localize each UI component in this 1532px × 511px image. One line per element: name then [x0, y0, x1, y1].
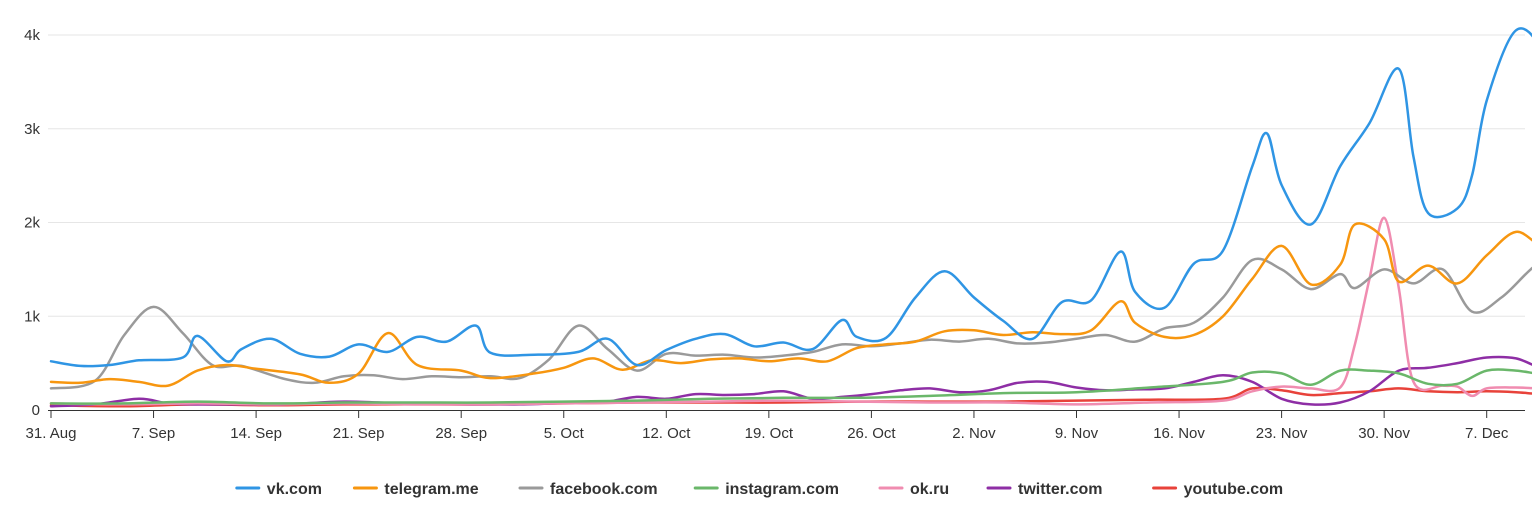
y-tick-label: 4k [24, 27, 40, 44]
x-tick-label: 31. Aug [26, 425, 77, 442]
x-tick-label: 9. Nov [1055, 425, 1099, 442]
x-tick-label: 28. Sep [435, 425, 487, 442]
legend: vk.com telegram.me facebook.com instagram.c… [235, 481, 1284, 498]
x-tick-label: 5. Oct [544, 425, 585, 442]
legend-label: facebook.com [550, 481, 658, 498]
x-tick-label: 7. Dec [1465, 425, 1509, 442]
legend-label: twitter.com [1018, 481, 1102, 498]
legend-item-telegram-me[interactable]: telegram.me [352, 481, 479, 498]
x-tick-label: 7. Sep [132, 425, 175, 442]
x-tick-label: 19. Oct [745, 425, 794, 442]
series-line-vk-com [49, 27, 1532, 368]
legend-item-twitter-com[interactable]: twitter.com [986, 481, 1102, 498]
x-tick-label: 23. Nov [1256, 425, 1308, 442]
x-tick-label: 30. Nov [1358, 425, 1410, 442]
x-tick-label: 16. Nov [1153, 425, 1205, 442]
legend-label: telegram.me [384, 481, 478, 498]
y-tick-label: 0 [32, 402, 40, 419]
legend-label: youtube.com [1184, 481, 1284, 498]
legend-label: ok.ru [910, 481, 949, 498]
legend-item-ok-ru[interactable]: ok.ru [878, 481, 949, 498]
series-line-telegram-me [49, 222, 1532, 388]
x-tick-label: 26. Oct [847, 425, 896, 442]
x-tick-label: 2. Nov [952, 425, 996, 442]
x-tick-label: 21. Sep [333, 425, 385, 442]
legend-label: vk.com [267, 481, 322, 498]
x-axis: 31. Aug 7. Sep 14. Sep 21. Sep 28. Sep 5. Oct… [26, 410, 1525, 442]
y-axis: 0 1k 2k 3k 4k [24, 27, 40, 419]
legend-label: instagram.com [725, 481, 839, 498]
legend-item-vk-com[interactable]: vk.com [235, 481, 322, 498]
legend-item-instagram-com[interactable]: instagram.com [693, 481, 839, 498]
series-line-facebook-com [49, 257, 1532, 390]
series-line-ok-ru [49, 216, 1532, 406]
y-tick-label: 2k [24, 215, 40, 232]
x-tick-label: 12. Oct [642, 425, 691, 442]
series-line-instagram-com [49, 368, 1532, 405]
grid-lines [48, 34, 1525, 317]
series-lines [49, 27, 1532, 408]
y-tick-label: 1k [24, 308, 40, 325]
legend-item-youtube-com[interactable]: youtube.com [1152, 481, 1284, 498]
y-tick-label: 3k [24, 121, 40, 138]
x-tick-label: 14. Sep [230, 425, 282, 442]
legend-item-facebook-com[interactable]: facebook.com [518, 481, 658, 498]
